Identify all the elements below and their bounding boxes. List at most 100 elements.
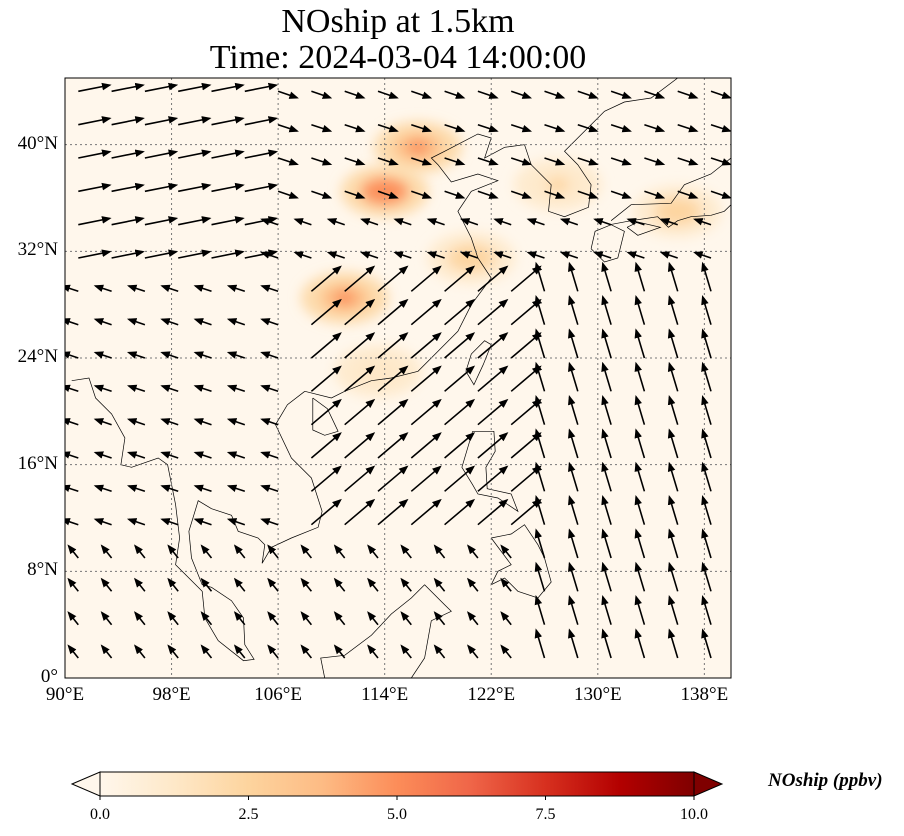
wind-arrow	[626, 251, 645, 259]
wind-arrow	[477, 123, 499, 133]
wind-arrow	[144, 249, 179, 259]
wind-arrow	[410, 432, 442, 459]
wind-arrow	[410, 465, 442, 492]
wind-arrow	[160, 384, 179, 393]
wind-arrow	[510, 190, 533, 199]
latitude-tick-label: 8°N	[27, 559, 58, 581]
map-title: NOship at 1.5km	[281, 3, 515, 40]
wind-arrow	[160, 484, 179, 493]
wind-arrow	[444, 332, 476, 359]
wind-arrow	[477, 398, 509, 426]
wind-arrow	[244, 116, 279, 126]
wind-arrow	[100, 644, 113, 659]
wind-arrow	[144, 82, 179, 93]
wind-arrow	[167, 611, 179, 626]
wind-arrow	[667, 595, 679, 625]
wind-arrow	[534, 295, 546, 325]
wind-arrow	[211, 249, 245, 259]
wind-arrow	[400, 577, 412, 592]
wind-arrow	[634, 328, 646, 359]
wind-arrow	[500, 611, 512, 626]
wind-arrow	[67, 611, 79, 626]
wind-arrow	[493, 218, 512, 226]
colorbar-tick-label: 10.0	[680, 806, 708, 823]
wind-arrow	[601, 528, 612, 559]
wind-arrow	[433, 644, 446, 659]
wind-arrow	[568, 328, 579, 359]
wind-arrow	[477, 190, 499, 199]
wind-arrow	[133, 611, 146, 626]
wind-arrow	[300, 544, 313, 559]
longitude-tick-label: 90°E	[45, 684, 85, 705]
wind-arrow	[426, 218, 445, 226]
wind-arrow	[260, 318, 279, 326]
wind-arrow	[444, 398, 476, 426]
wind-arrow	[111, 116, 145, 126]
wind-arrow	[477, 498, 509, 526]
wind-arrow	[433, 544, 446, 559]
wind-arrow	[93, 418, 112, 426]
wind-arrow	[144, 182, 179, 193]
wind-arrow	[126, 384, 146, 393]
wind-arrow	[534, 395, 546, 425]
wind-arrow	[193, 318, 212, 326]
wind-arrow	[344, 498, 376, 526]
wind-arrow	[65, 451, 79, 459]
coastline-5	[461, 430, 519, 513]
hotspot-2	[373, 121, 462, 174]
wind-arrow	[568, 561, 579, 592]
wind-arrow	[477, 465, 509, 492]
colorbar-tick-label: 2.5	[238, 806, 259, 823]
wind-arrow	[710, 190, 731, 199]
wind-arrow	[701, 461, 712, 492]
wind-arrow	[93, 384, 112, 393]
wind-arrow	[610, 157, 632, 166]
wind-arrow	[300, 644, 313, 659]
wind-arrow	[444, 265, 476, 292]
wind-arrow	[601, 361, 612, 392]
wind-arrow	[67, 644, 79, 659]
coastline-1	[524, 78, 678, 218]
wind-arrow	[534, 561, 546, 592]
wind-arrow	[233, 577, 246, 592]
wind-arrow	[260, 518, 279, 526]
wind-arrow	[233, 644, 246, 659]
wind-arrow	[377, 465, 409, 492]
wind-arrow	[260, 484, 279, 493]
wind-arrow	[78, 116, 112, 126]
wind-arrow	[701, 561, 712, 592]
wind-arrow	[293, 218, 312, 226]
wind-arrow	[377, 498, 409, 526]
wind-arrow	[559, 251, 579, 259]
wind-arrow	[377, 298, 409, 326]
wind-arrow	[644, 123, 666, 133]
colorbar-tick-label: 0.0	[90, 806, 110, 823]
wind-arrow	[610, 190, 632, 199]
wind-arrow	[444, 190, 466, 199]
colorbar-tick-label: 7.5	[535, 806, 556, 823]
coastline-9	[609, 204, 731, 228]
wind-arrow	[93, 351, 112, 359]
wind-arrow	[568, 495, 579, 525]
latitude-tick-label: 0°	[40, 666, 58, 687]
wind-arrow	[277, 123, 299, 133]
wind-arrow	[100, 544, 113, 559]
longitude-tick-label: 106°E	[254, 684, 302, 705]
wind-arrow	[111, 216, 145, 226]
wind-arrow	[367, 544, 379, 559]
wind-arrow	[677, 90, 699, 99]
wind-arrow	[111, 182, 145, 193]
wind-arrow	[667, 461, 679, 492]
wind-arrow	[193, 418, 212, 426]
wind-arrow	[410, 298, 442, 326]
wind-arrow	[344, 123, 366, 133]
wind-arrow	[500, 644, 512, 659]
wind-arrow	[634, 361, 646, 392]
wind-arrow	[667, 528, 679, 559]
wind-arrow	[178, 249, 212, 259]
longitude-tick-label: 98°E	[152, 684, 191, 705]
wind-arrow	[311, 190, 333, 199]
wind-arrow	[477, 157, 499, 166]
wind-arrow	[111, 82, 145, 93]
wind-arrow	[78, 149, 112, 159]
